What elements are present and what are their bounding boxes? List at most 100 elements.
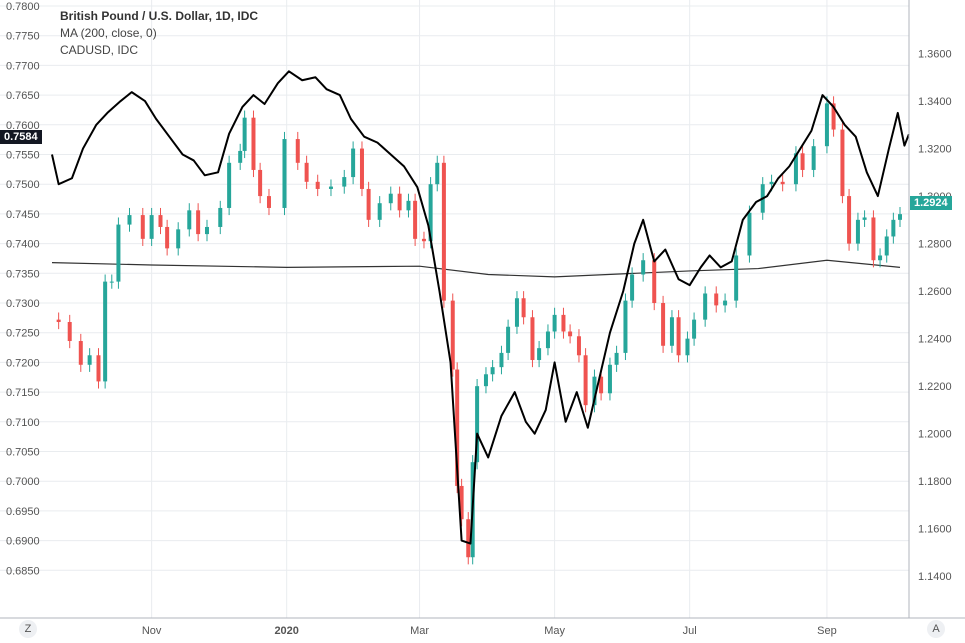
candle-body <box>140 215 145 239</box>
candle-body <box>800 153 805 170</box>
auto-scale-button[interactable]: A <box>927 620 945 638</box>
right-axis: 1.36001.34001.32001.30001.28001.26001.24… <box>918 49 952 584</box>
right-price-badge: 1.2924 <box>910 196 952 210</box>
candle-body <box>176 229 181 249</box>
ma-200-line <box>51 259 901 278</box>
candle-body <box>576 336 581 356</box>
candle-body <box>592 376 597 406</box>
candle-body <box>149 215 154 239</box>
chart-legend: British Pound / U.S. Dollar, 1D, IDC MA … <box>60 8 258 59</box>
candle-body <box>545 331 550 349</box>
candle-body <box>483 374 488 387</box>
candle-body <box>661 303 666 346</box>
candle-body <box>475 386 480 463</box>
candle-body <box>67 322 72 342</box>
candle-body <box>351 148 356 178</box>
candle-body <box>238 150 243 163</box>
right-tick-label: 1.2200 <box>918 381 952 393</box>
left-tick-label: 0.7050 <box>6 447 40 459</box>
candle-body <box>490 367 495 375</box>
x-tick-label: May <box>544 625 565 637</box>
candle-body <box>607 364 612 394</box>
candle-body <box>747 212 752 256</box>
right-tick-label: 1.3400 <box>918 96 952 108</box>
candle-body <box>388 193 393 204</box>
left-tick-label: 0.7350 <box>6 268 40 280</box>
candle-body <box>811 146 816 170</box>
left-tick-label: 0.7400 <box>6 239 40 251</box>
zoom-corner-button[interactable]: Z <box>19 620 37 638</box>
candle-body <box>855 219 860 244</box>
legend-overlay-series[interactable]: CADUSD, IDC <box>60 43 139 57</box>
candle-body <box>552 314 557 332</box>
candle-body <box>78 341 83 365</box>
candle-body <box>116 224 121 282</box>
candle-body <box>359 148 364 189</box>
left-tick-label: 0.7800 <box>6 1 40 13</box>
candle-body <box>734 255 739 301</box>
candle-body <box>878 255 883 261</box>
candle-body <box>328 186 333 189</box>
candle-body <box>630 274 635 301</box>
candle-body <box>537 348 542 361</box>
candle-body <box>187 210 192 230</box>
candle-body <box>295 139 300 163</box>
candle-body <box>435 162 440 185</box>
x-tick-label: Mar <box>410 625 429 637</box>
candle-body <box>521 298 526 318</box>
right-tick-label: 1.2400 <box>918 334 952 346</box>
candle-body <box>342 177 347 187</box>
right-tick-label: 1.2000 <box>918 429 952 441</box>
left-tick-label: 0.7000 <box>6 476 40 488</box>
candle-body <box>641 260 646 275</box>
candle-body <box>831 103 836 130</box>
left-tick-label: 0.7450 <box>6 209 40 221</box>
left-price-badge: 0.7584 <box>0 130 42 144</box>
candle-body <box>499 352 504 368</box>
left-tick-label: 0.7650 <box>6 90 40 102</box>
left-tick-label: 0.7150 <box>6 387 40 399</box>
candle-body <box>87 355 92 365</box>
candle-body <box>723 300 728 306</box>
candle-body <box>824 103 829 147</box>
candle-body <box>282 139 287 208</box>
left-tick-label: 0.7550 <box>6 150 40 162</box>
candle-body <box>406 200 411 211</box>
candle-body <box>455 369 460 486</box>
x-tick-label: Nov <box>142 625 162 637</box>
right-tick-label: 1.3200 <box>918 144 952 156</box>
right-tick-label: 1.1400 <box>918 571 952 583</box>
candle-body <box>847 196 852 244</box>
candle-body <box>56 319 61 323</box>
candle-body <box>769 181 774 185</box>
plot-area <box>51 70 910 565</box>
candle-body <box>714 293 719 306</box>
candle-body <box>599 376 604 394</box>
candle-body <box>669 317 674 346</box>
legend-ma-series[interactable]: MA (200, close, 0) <box>60 26 157 40</box>
candle-body <box>614 352 619 365</box>
candle-body <box>96 355 101 382</box>
x-axis: Nov 2020 Mar May Jul Sep <box>142 625 837 637</box>
left-axis: 0.7800 0.7750 0.7700 0.7650 0.7600 0.7550 0.75… <box>6 1 40 577</box>
legend-main-series[interactable]: British Pound / U.S. Dollar, 1D, IDC <box>60 9 259 23</box>
x-tick-label: Sep <box>817 625 837 637</box>
candle-body <box>266 196 271 208</box>
candle-body <box>840 129 845 197</box>
candle-body <box>204 226 209 235</box>
candle-body <box>530 317 535 361</box>
candle-body <box>884 236 889 256</box>
left-tick-label: 0.7200 <box>6 357 40 369</box>
candle-body <box>703 293 708 320</box>
candle-body <box>304 162 309 182</box>
candle-body <box>196 210 201 235</box>
left-tick-label: 0.7250 <box>6 328 40 340</box>
candle-body <box>413 200 418 239</box>
candle-body <box>583 355 588 406</box>
candle-body <box>109 281 114 283</box>
left-tick-label: 0.7500 <box>6 179 40 191</box>
candle-body <box>561 314 566 332</box>
candle-body <box>685 338 690 356</box>
candle-body <box>891 219 896 237</box>
